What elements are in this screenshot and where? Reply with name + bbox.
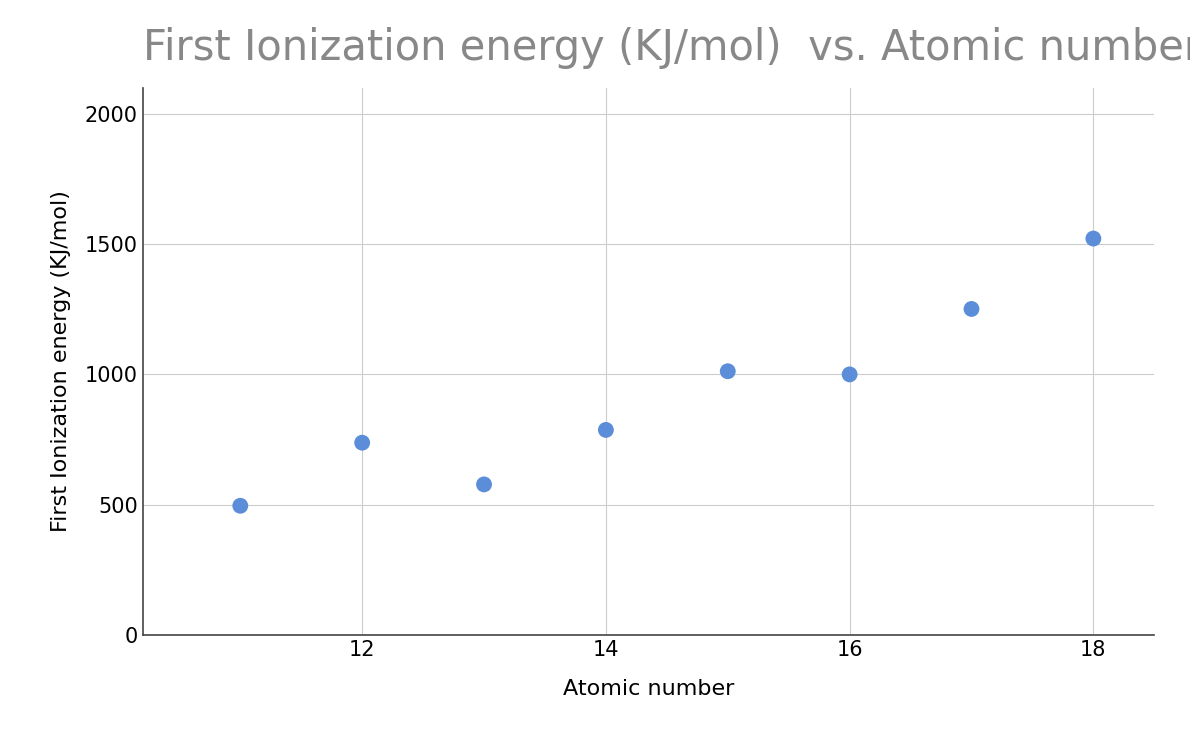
Point: [231, 500, 250, 512]
Point: [962, 303, 981, 315]
Point: [352, 437, 371, 448]
Point: [596, 424, 615, 436]
Y-axis label: First Ionization energy (KJ/mol): First Ionization energy (KJ/mol): [51, 191, 71, 532]
X-axis label: Atomic number: Atomic number: [563, 680, 734, 699]
Point: [475, 479, 494, 491]
Point: [840, 369, 859, 380]
Text: First Ionization energy (KJ/mol)  vs. Atomic number: First Ionization energy (KJ/mol) vs. Ato…: [143, 27, 1190, 69]
Point: [1084, 233, 1103, 245]
Point: [719, 366, 738, 377]
